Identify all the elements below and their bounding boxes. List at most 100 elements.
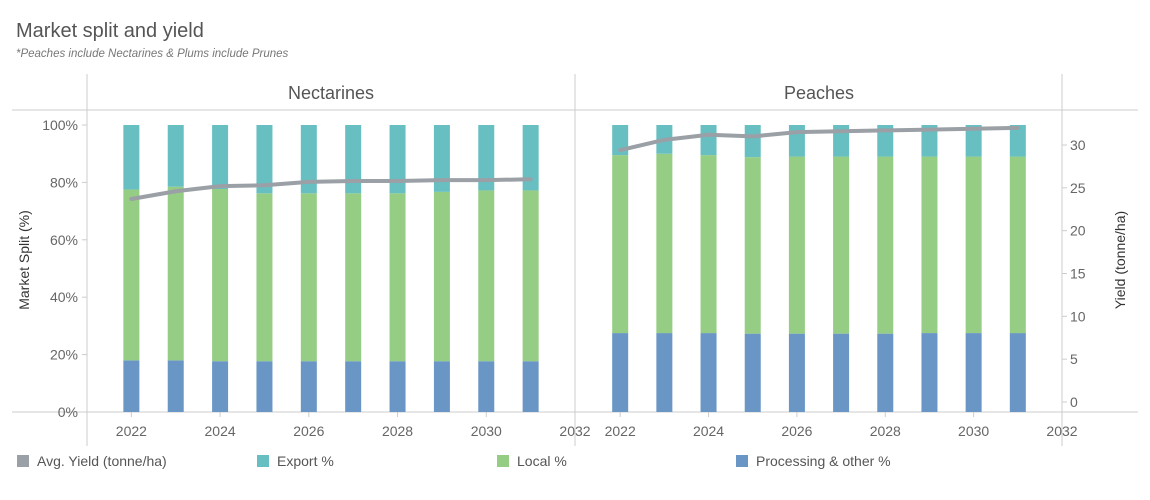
bar-segment: [700, 125, 717, 156]
bar-segment: [212, 125, 229, 190]
bar-segment: [612, 333, 629, 412]
legend-label-export: Export %: [277, 453, 334, 469]
bar-segment: [877, 156, 894, 334]
bar-segment: [1009, 156, 1026, 334]
bar-segment: [300, 125, 317, 194]
yield-line: [129, 177, 533, 201]
bar-segment: [1009, 125, 1026, 157]
bar-segment: [788, 156, 805, 334]
bar-segment: [167, 360, 184, 412]
bar-segment: [345, 361, 362, 412]
left-tick-label: 60%: [50, 232, 78, 248]
bar-segment: [345, 193, 362, 362]
bar-segment: [433, 125, 450, 192]
bar-segment: [478, 125, 495, 191]
legend-swatch-processing: [736, 455, 748, 467]
legend-item-processing[interactable]: Processing & other %: [736, 453, 891, 469]
bar-segment: [123, 189, 140, 361]
yield-line: [618, 125, 1020, 153]
bar-segment: [877, 125, 894, 157]
bar-segment: [612, 155, 629, 334]
bar-segment: [256, 361, 273, 412]
bar-segment: [212, 361, 229, 412]
x-tick-label: 2028: [870, 423, 901, 439]
bar-segment: [300, 193, 317, 362]
bar-segment: [389, 125, 406, 194]
bar-segment: [167, 186, 184, 361]
bar-segment: [965, 125, 982, 157]
bar-segment: [389, 193, 406, 362]
bar-segment: [921, 333, 938, 412]
left-tick-label: 40%: [50, 289, 78, 305]
legend-item-export[interactable]: Export %: [257, 453, 334, 469]
bar-segment: [700, 333, 717, 412]
bar-segment: [700, 155, 717, 334]
left-tick-label: 80%: [50, 174, 78, 190]
x-tick-label: 2032: [559, 423, 590, 439]
right-tick-label: 10: [1070, 308, 1086, 324]
x-tick-label: 2026: [781, 423, 812, 439]
left-tick-label: 0%: [58, 404, 78, 420]
bar-segment: [744, 333, 761, 412]
bar-segment: [833, 333, 850, 412]
chart-subtitle: *Peaches include Nectarines & Plums incl…: [16, 48, 289, 60]
left-tick-label: 20%: [50, 347, 78, 363]
bar-segment: [833, 156, 850, 334]
panel-title: Peaches: [784, 83, 854, 103]
bar-segment: [1009, 333, 1026, 412]
bar-segment: [256, 125, 273, 194]
right-tick-label: 30: [1070, 137, 1086, 153]
bar-segment: [744, 157, 761, 334]
left-axis-title: Market Split (%): [16, 210, 32, 310]
x-tick-label: 2024: [693, 423, 724, 439]
bar-segment: [656, 153, 673, 334]
right-tick-label: 20: [1070, 223, 1086, 239]
bar-segment: [389, 361, 406, 412]
x-tick-label: 2030: [471, 423, 502, 439]
bar-segment: [478, 361, 495, 412]
right-axis-title: Yield (tonne/ha): [1112, 211, 1128, 309]
left-tick-label: 100%: [42, 117, 78, 133]
bar-segment: [965, 333, 982, 412]
right-tick-label: 5: [1070, 351, 1078, 367]
legend-swatch-export: [257, 455, 269, 467]
bar-segment: [345, 125, 362, 194]
legend-item-local[interactable]: Local %: [497, 453, 567, 469]
bar-segment: [167, 125, 184, 187]
legend-item-yield[interactable]: Avg. Yield (tonne/ha): [17, 453, 167, 469]
x-tick-label: 2028: [382, 423, 413, 439]
bar-segment: [256, 193, 273, 362]
right-tick-label: 0: [1070, 394, 1078, 410]
bar-segment: [212, 189, 229, 362]
chart-title: Market split and yield: [16, 20, 204, 42]
bar-segment: [744, 125, 761, 158]
right-tick-label: 25: [1070, 180, 1086, 196]
bar-segment: [921, 156, 938, 334]
right-tick-label: 15: [1070, 266, 1086, 282]
x-tick-label: 2024: [205, 423, 236, 439]
legend: Avg. Yield (tonne/ha) Export % Local % P…: [0, 453, 1150, 473]
legend-label-local: Local %: [517, 453, 567, 469]
bar-segment: [123, 125, 140, 190]
bar-segment: [656, 333, 673, 412]
bar-segment: [478, 190, 495, 362]
x-tick-label: 2022: [116, 423, 147, 439]
bar-segment: [300, 361, 317, 412]
panel-title: Nectarines: [288, 83, 374, 103]
x-tick-label: 2022: [605, 423, 636, 439]
legend-label-processing: Processing & other %: [756, 453, 891, 469]
bar-segment: [522, 125, 539, 191]
x-tick-label: 2026: [293, 423, 324, 439]
legend-label-yield: Avg. Yield (tonne/ha): [37, 453, 167, 469]
bar-segment: [433, 361, 450, 412]
legend-swatch-local: [497, 455, 509, 467]
bar-segment: [877, 333, 894, 412]
bar-segment: [123, 360, 140, 412]
bar-segment: [788, 333, 805, 412]
bar-segment: [788, 125, 805, 157]
legend-swatch-yield: [17, 455, 29, 467]
x-tick-label: 2032: [1046, 423, 1077, 439]
x-tick-label: 2030: [958, 423, 989, 439]
bar-segment: [522, 190, 539, 362]
